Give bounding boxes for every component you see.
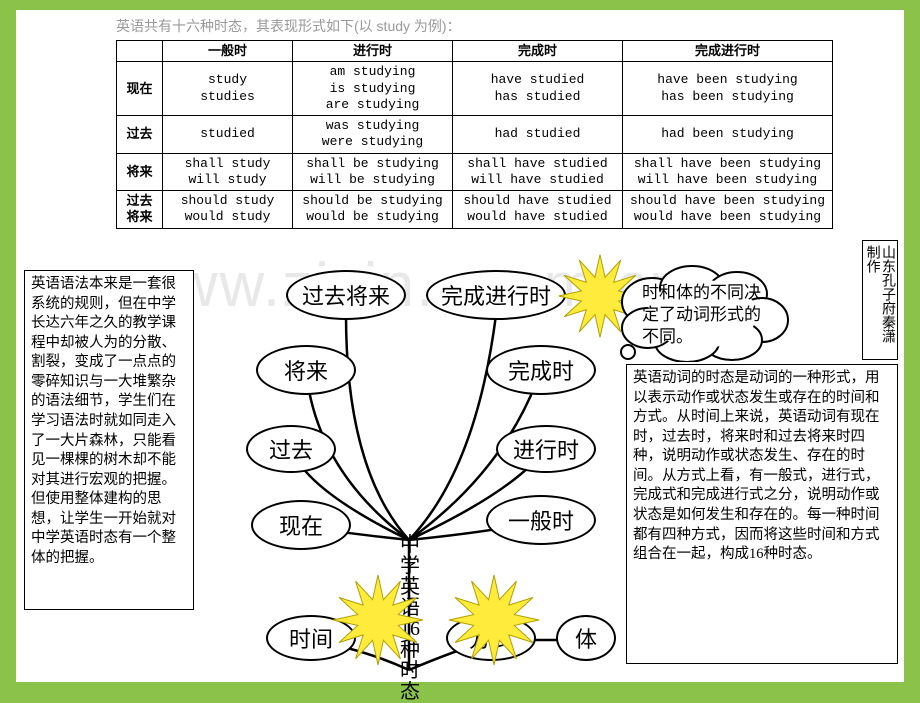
cell: have studiedhas studied [453, 62, 623, 116]
author-box: 山东孔子府秦潇制作 [862, 240, 898, 360]
tenses-table: 一般时 进行时 完成时 完成进行时 现在studystudiesam study… [116, 40, 833, 229]
cell: shall have studiedwill have studied [453, 153, 623, 191]
cell: should be studyingwould be studying [293, 191, 453, 229]
node-n_past: 过去 [246, 425, 336, 473]
cell: studied [163, 116, 293, 154]
left-textbox: 英语语法本来是一套很系统的规则，但在中学长达六年之久的教学课程中却被人为的分散、… [24, 270, 194, 610]
table-row: 过去将来should studywould studyshould be stu… [117, 191, 833, 229]
table-header-row: 一般时 进行时 完成时 完成进行时 [117, 41, 833, 62]
cell: had been studying [623, 116, 833, 154]
row-header: 过去 [117, 116, 163, 154]
table-row: 现在studystudiesam studyingis studyingare … [117, 62, 833, 116]
th-prog: 进行时 [293, 41, 453, 62]
th-blank [117, 41, 163, 62]
cell: shall be studyingwill be studying [293, 153, 453, 191]
cell: studystudies [163, 62, 293, 116]
table-caption: 英语共有十六种时态，其表现形式如下(以 study 为例)： [116, 16, 461, 36]
table-row: 将来shall studywill studyshall be studying… [117, 153, 833, 191]
tree-diagram: 中学英语16种时态 过去将来将来过去现在完成进行时完成时进行时一般时时间方式体 [196, 270, 626, 680]
cell: should have studiedwould have studied [453, 191, 623, 229]
cell: should have been studyingwould have been… [623, 191, 833, 229]
row-header: 现在 [117, 62, 163, 116]
cell: was studyingwere studying [293, 116, 453, 154]
th-perf: 完成时 [453, 41, 623, 62]
right-textbox: 英语动词的时态是动词的一种形式，用以表示动作或状态发生或存在的时间和方式。从时间… [626, 364, 898, 664]
cloud-text: 时和体的不同决定了动词形式的不同。 [642, 282, 772, 348]
cell: have been studyinghas been studying [623, 62, 833, 116]
node-n_perf: 完成时 [486, 345, 596, 395]
th-simple: 一般时 [163, 41, 293, 62]
cell: shall studywill study [163, 153, 293, 191]
th-perfprog: 完成进行时 [623, 41, 833, 62]
row-header: 过去将来 [117, 191, 163, 229]
node-n_prog: 进行时 [496, 425, 596, 473]
page: 英语共有十六种时态，其表现形式如下(以 study 为例)： www.zixin… [16, 10, 904, 682]
table-row: 过去studiedwas studyingwere studyinghad st… [117, 116, 833, 154]
node-n_pastfut: 过去将来 [286, 270, 406, 320]
cell: am studyingis studyingare studying [293, 62, 453, 116]
cell: shall have been studyingwill have been s… [623, 153, 833, 191]
node-n_aspect: 体 [556, 615, 616, 661]
row-header: 将来 [117, 153, 163, 191]
node-n_pres: 现在 [251, 500, 351, 550]
cell: should studywould study [163, 191, 293, 229]
node-n_fut: 将来 [256, 345, 356, 395]
node-n_simple: 一般时 [486, 495, 596, 545]
cell: had studied [453, 116, 623, 154]
node-n_perfprog: 完成进行时 [426, 270, 566, 320]
